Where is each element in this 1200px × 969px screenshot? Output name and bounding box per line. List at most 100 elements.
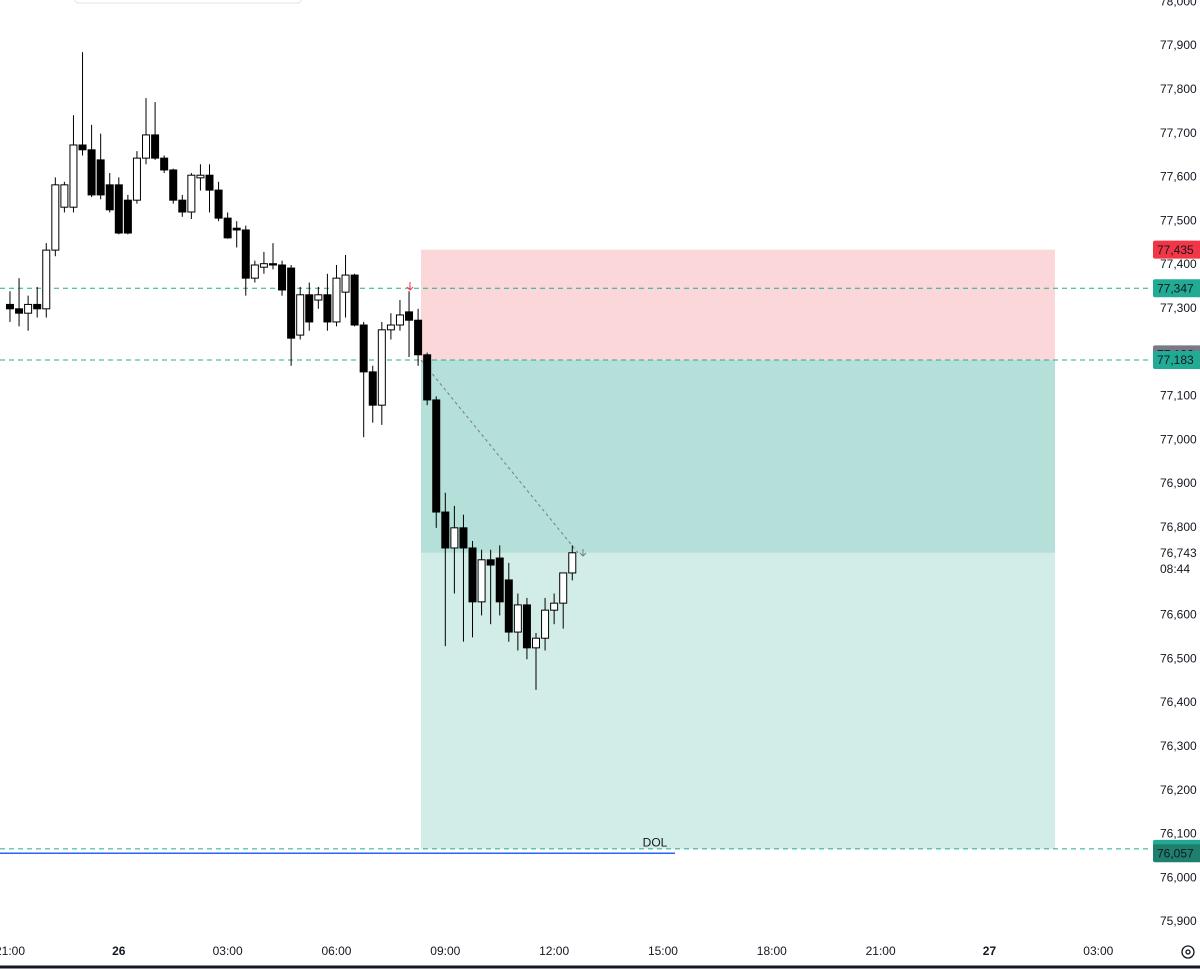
- target-zone: [421, 552, 1055, 849]
- y-tick-label: 76,000: [1160, 870, 1197, 884]
- x-tick-label: 03:00: [213, 944, 243, 958]
- candle-body: [314, 294, 323, 301]
- x-tick-label: 27: [983, 944, 997, 958]
- candle-body: [151, 134, 160, 159]
- candle-body: [105, 184, 114, 211]
- candle-body: [278, 264, 287, 291]
- countdown: 08:44: [1160, 562, 1190, 576]
- candle-body: [187, 174, 196, 213]
- candle-body: [504, 579, 513, 633]
- y-tick-label: 77,000: [1160, 432, 1197, 446]
- y-tick-label: 77,900: [1160, 38, 1197, 52]
- candle-body: [423, 354, 432, 401]
- exit-arrow: [579, 549, 587, 557]
- y-tick-label: 76,800: [1160, 520, 1197, 534]
- candle-body: [341, 274, 350, 293]
- dol-label: DOL: [643, 835, 668, 849]
- dol-price-label: 76,057: [1157, 846, 1194, 860]
- dol-price-tag: [1153, 844, 1200, 863]
- y-tick-label: 77,800: [1160, 82, 1197, 96]
- candle-body: [132, 157, 141, 201]
- candle-body: [459, 527, 468, 549]
- candle-body: [169, 169, 178, 201]
- candle-body: [432, 399, 441, 513]
- y-tick-label: 76,200: [1160, 783, 1197, 797]
- candle-body: [232, 227, 241, 231]
- entry-tag: [1153, 351, 1200, 370]
- candle-body: [350, 274, 359, 326]
- entry-label: 77,183: [1157, 353, 1194, 367]
- candle-body: [559, 572, 568, 604]
- profit-zone: [421, 360, 1055, 553]
- candle-body: [495, 557, 504, 603]
- y-tick-label: 77,600: [1160, 170, 1197, 184]
- x-tick-label: 26: [112, 944, 126, 958]
- candle-body: [323, 294, 332, 323]
- candle-body: [69, 144, 78, 208]
- last-price-bg: [1153, 543, 1200, 578]
- candle-body: [142, 134, 151, 159]
- candle-body: [205, 174, 214, 191]
- y-tick-label: 77,500: [1160, 213, 1197, 227]
- candle-body: [160, 157, 169, 171]
- y-tick-label: 76,900: [1160, 476, 1197, 490]
- candle-body: [51, 184, 60, 251]
- level-tag: [1153, 279, 1200, 298]
- candle-body: [550, 602, 559, 611]
- candle-body: [395, 314, 404, 326]
- candle-body: [305, 294, 314, 323]
- candle-body: [332, 277, 341, 323]
- x-tick-label: 18:00: [757, 944, 787, 958]
- y-tick-label: 76,100: [1160, 827, 1197, 841]
- x-tick-label: 21:00: [866, 944, 896, 958]
- candle-body: [268, 263, 277, 266]
- candle-body: [522, 604, 531, 649]
- plot-area: DOL: [0, 52, 1150, 855]
- y-tick-label: 76,300: [1160, 739, 1197, 753]
- candle-body: [486, 559, 495, 566]
- x-tick-label: 15:00: [648, 944, 678, 958]
- candle-body: [5, 303, 14, 310]
- candle-body: [178, 199, 187, 213]
- candle-body: [568, 552, 577, 574]
- entry-arrow: [406, 282, 414, 291]
- y-tick-label: 77,700: [1160, 126, 1197, 140]
- candle-body: [42, 249, 51, 310]
- candle-body: [223, 217, 232, 239]
- candle-body: [386, 324, 395, 331]
- candle-body: [196, 174, 205, 179]
- toolbar-edge: [74, 0, 302, 4]
- price-axis: 75,900 76,000 76,100 76,200 76,300 76,400 76,5…: [1150, 0, 1200, 928]
- last-price-label: 76,743: [1160, 546, 1197, 560]
- y-tick-label: 77,300: [1160, 301, 1197, 315]
- candle-body: [450, 527, 459, 549]
- candle-body: [123, 199, 132, 234]
- candle-body: [296, 294, 305, 336]
- candle-body: [15, 308, 24, 314]
- candle-body: [259, 263, 268, 268]
- candle-body: [78, 144, 87, 151]
- candle-body: [541, 609, 550, 639]
- candle-body: [287, 267, 296, 339]
- x-tick-label: 09:00: [430, 944, 460, 958]
- candle-body: [513, 604, 522, 633]
- y-tick-label: 77,100: [1160, 389, 1197, 403]
- settings-icon[interactable]: [1181, 945, 1195, 959]
- candle-body: [241, 229, 250, 279]
- candle-body: [468, 547, 477, 603]
- candle-body: [250, 264, 259, 279]
- y-tick-label: 78,000: [1160, 0, 1197, 8]
- candle-body: [377, 329, 386, 406]
- candle-body: [96, 159, 105, 196]
- x-tick-label: 03:00: [1083, 944, 1113, 958]
- candle-body: [87, 149, 96, 196]
- y-tick-label: 77,400: [1160, 257, 1197, 271]
- candle-body: [214, 189, 223, 219]
- y-tick-label: 76,500: [1160, 651, 1197, 665]
- candle-body: [477, 559, 486, 603]
- candle-body: [532, 637, 541, 649]
- level-label: 77,347: [1157, 281, 1194, 295]
- candle-body: [414, 319, 423, 356]
- stop-label: 77,435: [1157, 243, 1194, 257]
